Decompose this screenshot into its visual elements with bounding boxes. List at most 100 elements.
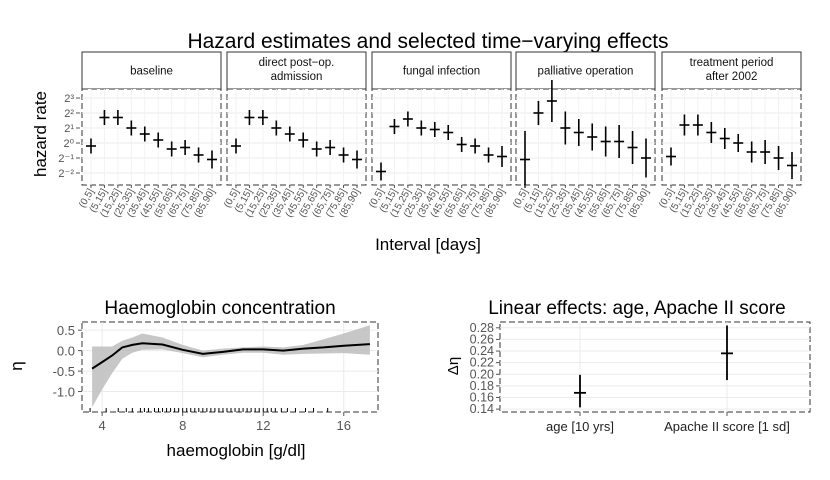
haemoglobin-x-tick-label: 8	[179, 418, 186, 433]
hazard-panel: direct post−op.admission(0,5](5,15](15,2…	[222, 51, 367, 219]
hazard-estimate-mark	[746, 141, 757, 163]
hazard-estimate-mark	[546, 80, 557, 122]
hazard-estimate-mark	[86, 138, 96, 154]
haemoglobin-y-tick-label: 0.5	[57, 323, 75, 338]
hazard-panel-plot-area	[226, 88, 367, 186]
hazard-estimate-mark	[760, 140, 771, 164]
hazard-estimate-mark	[376, 162, 386, 181]
hazard-x-axis-label: Interval [days]	[375, 235, 481, 254]
hazard-estimate-mark	[641, 138, 651, 178]
hazard-panel-title: treatment period	[690, 57, 774, 69]
hazard-estimate-mark	[573, 119, 584, 146]
linear-effects-y-tick-label: 0.20	[470, 367, 494, 381]
haemoglobin-x-tick-label: 4	[99, 418, 106, 433]
linear-effects-chart: Linear effects: age, Apache II score Δη …	[445, 298, 811, 434]
hazard-panel: baseline(0,5](5,15](15,25](25,35](35,45]…	[77, 51, 222, 219]
linear-effects-y-tick-label: 0.14	[470, 402, 494, 416]
hazard-panel-title: after 2002	[706, 71, 758, 83]
hazard-panel-strip	[515, 51, 656, 90]
hazard-estimate-mark	[614, 125, 625, 158]
hazard-estimate-mark	[627, 131, 638, 164]
linear-effects-y-axis-label: Δη	[445, 357, 462, 375]
hazard-panel-strip	[661, 51, 802, 90]
hazard-estimate-mark	[497, 146, 507, 167]
linear-effects-y-tick-label: 0.22	[470, 356, 494, 370]
figure-title: Hazard estimates and selected time−varyi…	[187, 30, 668, 53]
hazard-estimate-mark	[244, 110, 255, 125]
hazard-estimate-mark	[180, 140, 191, 155]
hazard-estimate-mark	[271, 120, 282, 136]
hazard-estimate-mark	[112, 110, 123, 125]
hazard-estimate-mark	[311, 141, 322, 157]
hazard-estimate-mark	[402, 111, 413, 127]
hazard-estimate-mark	[470, 138, 481, 154]
hazard-panel-strip	[226, 51, 367, 90]
hazard-estimate-mark	[207, 150, 217, 169]
hazard-estimate-mark	[416, 120, 427, 136]
hazard-estimate-mark	[325, 140, 336, 155]
haemoglobin-x-tick-label: 12	[256, 418, 270, 433]
haemoglobin-chart: Haemoglobin concentration η haemoglobin …	[7, 298, 379, 460]
linear-effects-plot-area	[499, 321, 811, 413]
hazard-panel-plot-area	[661, 88, 802, 186]
hazard-panel: fungal infection(0,5](5,15](15,25](25,35…	[367, 51, 512, 219]
hazard-estimate-mark	[284, 126, 295, 142]
hazard-y-tick-label: 2²	[64, 108, 74, 120]
linear-effects-x-tick-label: age [10 yrs]	[546, 419, 614, 434]
hazard-panel-title: baseline	[130, 66, 173, 78]
hazard-estimate-mark	[231, 138, 241, 154]
hazard-estimate-mark	[126, 120, 137, 136]
hazard-estimate-mark	[692, 114, 703, 136]
hazard-estimate-mark	[733, 134, 744, 152]
hazard-estimate-mark	[166, 141, 177, 157]
haemoglobin-y-axis-label: η	[7, 361, 26, 370]
hazard-panel-title: direct post−op.	[259, 57, 335, 69]
hazard-estimate-mark	[193, 147, 204, 163]
linear-effects-y-tick-label: 0.24	[470, 344, 494, 358]
hazard-estimate-mark	[429, 122, 440, 137]
hazard-estimate-mark	[520, 131, 530, 188]
hazard-estimate-mark	[773, 146, 784, 170]
hazard-y-tick-label: 2⁻¹	[58, 153, 74, 165]
hazard-panel: palliative operation(0,5](5,15](15,25](2…	[511, 51, 656, 219]
hazard-estimate-mark	[719, 128, 730, 149]
haemoglobin-x-tick-label: 16	[337, 418, 351, 433]
hazard-y-tick-label: 2⁰	[63, 138, 74, 150]
linear-effects-y-tick-label: 0.18	[470, 379, 494, 393]
hazard-estimate-mark	[679, 114, 690, 136]
linear-effects-y-tick-label: 0.28	[470, 321, 494, 335]
hazard-panel-plot-area	[81, 88, 222, 186]
hazard-estimate-mark	[257, 110, 268, 125]
haemoglobin-effect-line	[91, 342, 370, 370]
hazard-panel-title: fungal infection	[403, 66, 480, 78]
linear-effect-mark	[721, 325, 733, 381]
hazard-estimate-mark	[587, 123, 598, 151]
hazard-estimate-mark	[298, 132, 309, 148]
hazard-estimate-mark	[456, 137, 467, 152]
haemoglobin-y-tick-label: -1.0	[53, 385, 75, 400]
hazard-estimate-mark	[352, 150, 362, 169]
hazard-estimate-mark	[560, 111, 571, 145]
hazard-panel-title: admission	[271, 71, 323, 83]
hazard-estimate-mark	[139, 126, 150, 142]
hazard-panel-plot-area	[371, 88, 512, 186]
hazard-y-tick-label: 2¹	[64, 123, 74, 135]
hazard-estimate-mark	[99, 110, 110, 125]
hazard-estimate-mark	[533, 101, 544, 125]
linear-effects-title: Linear effects: age, Apache II score	[488, 298, 786, 319]
hazard-estimate-mark	[787, 152, 797, 179]
hazard-y-axis-label: hazard rate	[31, 91, 50, 177]
hazard-estimate-mark	[600, 126, 611, 157]
linear-effects-y-tick-label: 0.26	[470, 332, 494, 346]
hazard-panel-strip	[371, 51, 512, 90]
hazard-panel-title: palliative operation	[538, 66, 634, 78]
hazard-estimate-mark	[483, 147, 494, 163]
hazard-estimate-mark	[443, 125, 454, 140]
haemoglobin-title: Haemoglobin concentration	[104, 298, 335, 319]
linear-effects-x-tick-label: Apache II score [1 sd]	[664, 419, 790, 434]
haemoglobin-y-tick-label: 0.0	[57, 344, 75, 359]
linear-effect-mark	[574, 374, 586, 408]
